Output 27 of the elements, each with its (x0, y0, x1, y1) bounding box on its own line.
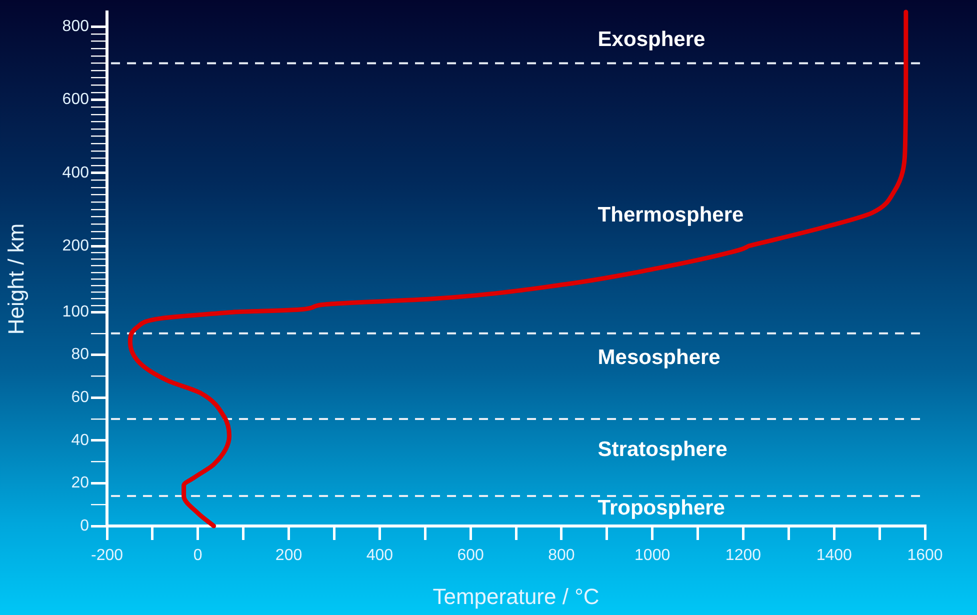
x-tick-label: 1400 (816, 547, 852, 564)
annotation: Exosphere (598, 28, 706, 51)
x-tick-label: 200 (275, 547, 302, 564)
x-axis-title: Temperature / °C (432, 584, 600, 609)
y-tick-label: 800 (62, 18, 90, 36)
annotation: Mesosphere (598, 346, 720, 369)
y-tick-label: 80 (71, 346, 90, 364)
x-tick-label: 600 (457, 547, 484, 564)
x-tick-label: 1000 (634, 547, 670, 564)
y-axis-title: Height / km (3, 223, 28, 335)
y-tick-label: 40 (71, 432, 90, 449)
annotation: Troposphere (598, 496, 726, 520)
y-tick-label: 0 (80, 517, 90, 534)
y-tick-label: 100 (62, 303, 90, 320)
x-tick-label: 1200 (725, 547, 762, 564)
annotation: Stratosphere (598, 438, 728, 461)
x-tick-label: 0 (193, 547, 202, 564)
x-tick-label: 1600 (907, 547, 943, 564)
y-tick-label: 20 (71, 474, 90, 492)
x-tick-label: 400 (366, 547, 394, 564)
y-tick-label: 400 (62, 164, 90, 182)
x-tick-label: 800 (548, 547, 575, 564)
y-tick-label: 200 (62, 237, 90, 254)
x-tick-label: -200 (90, 547, 124, 564)
y-tick-label: 600 (62, 91, 90, 108)
annotation: Thermosphere (598, 203, 744, 226)
y-tick-label: 60 (71, 389, 90, 406)
